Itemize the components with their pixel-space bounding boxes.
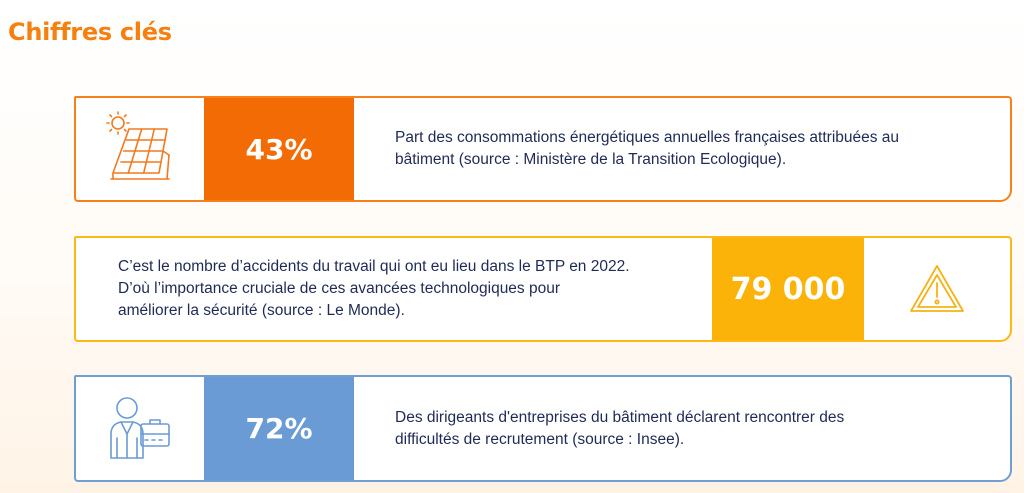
- stat-icon-cell: [864, 238, 1010, 340]
- description-line: D’où l’importance cruciale de ces avancé…: [118, 280, 561, 297]
- description-line: difficultés de recrutement (source : Ins…: [395, 430, 685, 448]
- description-line: bâtiment (source : Ministère de la Trans…: [395, 151, 787, 168]
- description-line: C’est le nombre d’accidents du travail q…: [118, 258, 630, 275]
- stat-card-accidents: C’est le nombre d’accidents du travail q…: [74, 236, 1012, 342]
- stat-value: 72%: [204, 377, 354, 480]
- stat-icon-cell: [76, 377, 204, 480]
- warning-icon: [910, 265, 964, 312]
- description-line: Des dirigeants d'entreprises du bâtiment…: [395, 408, 845, 426]
- stat-icon-cell: [76, 98, 204, 200]
- stat-card-energy: 43% Part des consommations énergétiques …: [74, 96, 1012, 202]
- stat-description: Des dirigeants d'entreprises du bâtiment…: [354, 377, 1010, 480]
- stat-card-recruitment: 72% Des dirigeants d'entreprises du bâti…: [74, 375, 1012, 482]
- description-line: Part des consommations énergétiques annu…: [395, 129, 900, 146]
- stat-description: Part des consommations énergétiques annu…: [354, 98, 1010, 200]
- description-line: améliorer la sécurité (source : Le Monde…: [118, 302, 405, 319]
- solar-panel-icon: [106, 111, 170, 180]
- page-title: Chiffres clés: [8, 18, 172, 46]
- stat-value: 79 000: [712, 238, 864, 340]
- stat-value: 43%: [204, 98, 354, 200]
- businessman-briefcase-icon: [110, 396, 170, 459]
- stat-description: C’est le nombre d’accidents du travail q…: [76, 238, 712, 340]
